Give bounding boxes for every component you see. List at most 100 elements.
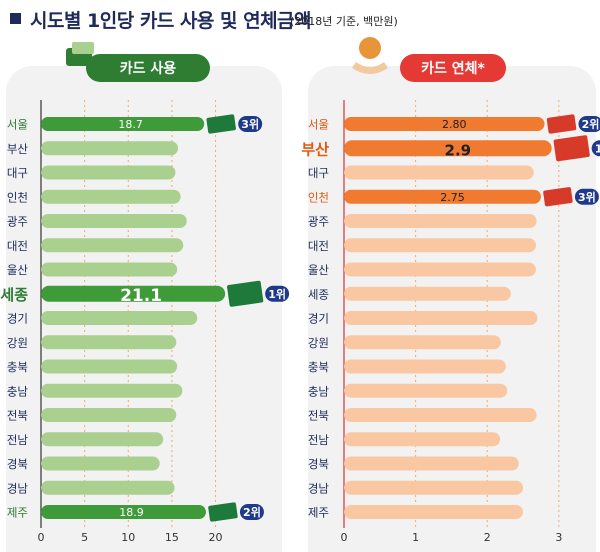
category-label: 경남 xyxy=(308,481,330,495)
bar xyxy=(41,141,179,156)
category-label: 대전 xyxy=(308,239,329,253)
data-label: 2.9 xyxy=(445,141,472,159)
bar xyxy=(41,117,205,131)
credit-card-icon xyxy=(546,114,577,134)
bar xyxy=(41,335,177,350)
bar xyxy=(41,383,183,398)
category-label: 전남 xyxy=(308,433,330,447)
bar xyxy=(41,189,181,204)
category-label: 경남 xyxy=(7,481,29,495)
category-label: 충남 xyxy=(7,384,29,398)
category-label: 대구 xyxy=(7,166,28,180)
bar xyxy=(41,262,178,277)
credit-card-icon xyxy=(227,280,264,307)
bar xyxy=(41,408,177,422)
category-label: 경북 xyxy=(7,457,28,471)
bar xyxy=(344,480,524,495)
category-label: 인천 xyxy=(308,190,329,204)
x-tick-label: 20 xyxy=(209,531,223,544)
credit-card-icon xyxy=(543,187,573,207)
banknote-icon xyxy=(72,42,94,54)
category-label: 광주 xyxy=(308,215,329,229)
category-label: 서울 xyxy=(7,118,28,132)
bar xyxy=(344,262,536,277)
category-label: 경북 xyxy=(308,457,329,471)
category-label: 전남 xyxy=(7,433,29,447)
page-header: 시도별 1인당 카드 사용 및 연체금액 (2018년 기준, 백만원) xyxy=(0,0,600,40)
bar xyxy=(41,238,184,253)
bar xyxy=(344,456,519,471)
chart-title: 카드 연체* xyxy=(421,61,485,77)
category-label: 강원 xyxy=(7,336,28,350)
category-label: 충북 xyxy=(308,360,329,374)
bar xyxy=(344,165,534,180)
bar xyxy=(41,456,160,471)
data-label: 2.75 xyxy=(440,191,465,204)
bar xyxy=(344,359,506,374)
x-tick-label: 10 xyxy=(121,531,135,544)
category-label: 광주 xyxy=(7,215,28,229)
bar xyxy=(344,189,541,204)
credit-card-icon xyxy=(206,114,236,134)
bar xyxy=(41,359,178,374)
category-label: 전북 xyxy=(7,409,28,423)
bar xyxy=(41,214,187,228)
credit-card-icon xyxy=(553,135,590,162)
bar xyxy=(344,408,537,422)
bar xyxy=(344,505,524,519)
category-label: 대전 xyxy=(7,239,28,253)
bar xyxy=(41,505,206,519)
bar xyxy=(344,335,501,350)
x-tick-label: 1 xyxy=(412,531,419,544)
rank-label: 1위 xyxy=(595,142,600,155)
bar xyxy=(344,238,536,253)
bar xyxy=(41,285,226,302)
x-tick-label: 2 xyxy=(484,531,491,544)
x-tick-label: 0 xyxy=(38,531,45,544)
category-label: 경기 xyxy=(308,312,329,326)
data-label: 18.7 xyxy=(118,118,143,131)
hand-icon xyxy=(352,62,388,74)
rank-label: 2위 xyxy=(243,506,261,519)
category-label: 서울 xyxy=(308,118,329,132)
title-marker xyxy=(10,13,21,24)
chart-title: 카드 사용 xyxy=(120,61,177,77)
rank-badge xyxy=(591,140,600,157)
category-label: 충남 xyxy=(308,384,330,398)
x-tick-label: 3 xyxy=(555,531,562,544)
chart-title-pill xyxy=(400,54,506,82)
category-label: 인천 xyxy=(7,190,28,204)
bar xyxy=(41,311,198,325)
data-label: 2.80 xyxy=(442,118,467,131)
bar xyxy=(344,117,545,131)
category-label: 세종 xyxy=(0,286,28,304)
category-label: 전북 xyxy=(308,409,329,423)
category-label: 대구 xyxy=(308,166,329,180)
bar xyxy=(344,432,501,447)
rank-label: 1위 xyxy=(268,288,286,301)
bar xyxy=(41,165,176,180)
x-tick-label: 0 xyxy=(341,531,348,544)
bar xyxy=(344,140,552,157)
category-label: 울산 xyxy=(7,263,29,277)
chart-title-pill xyxy=(86,54,210,82)
rank-badge xyxy=(265,285,290,302)
category-label: 제주 xyxy=(308,506,329,520)
category-label: 울산 xyxy=(308,263,330,277)
page-subtitle: (2018년 기준, 백만원) xyxy=(290,15,398,28)
bar xyxy=(41,480,175,495)
rank-badge xyxy=(578,116,600,132)
money-bag-icon xyxy=(359,37,381,59)
data-label: 21.1 xyxy=(120,286,162,306)
category-label: 제주 xyxy=(7,506,28,520)
category-label: 경기 xyxy=(7,312,28,326)
bar xyxy=(344,383,508,398)
category-label: 강원 xyxy=(308,336,329,350)
rank-badge xyxy=(574,188,599,205)
category-label: 충북 xyxy=(7,360,28,374)
bar xyxy=(344,311,538,325)
category-label: 세종 xyxy=(308,287,329,301)
